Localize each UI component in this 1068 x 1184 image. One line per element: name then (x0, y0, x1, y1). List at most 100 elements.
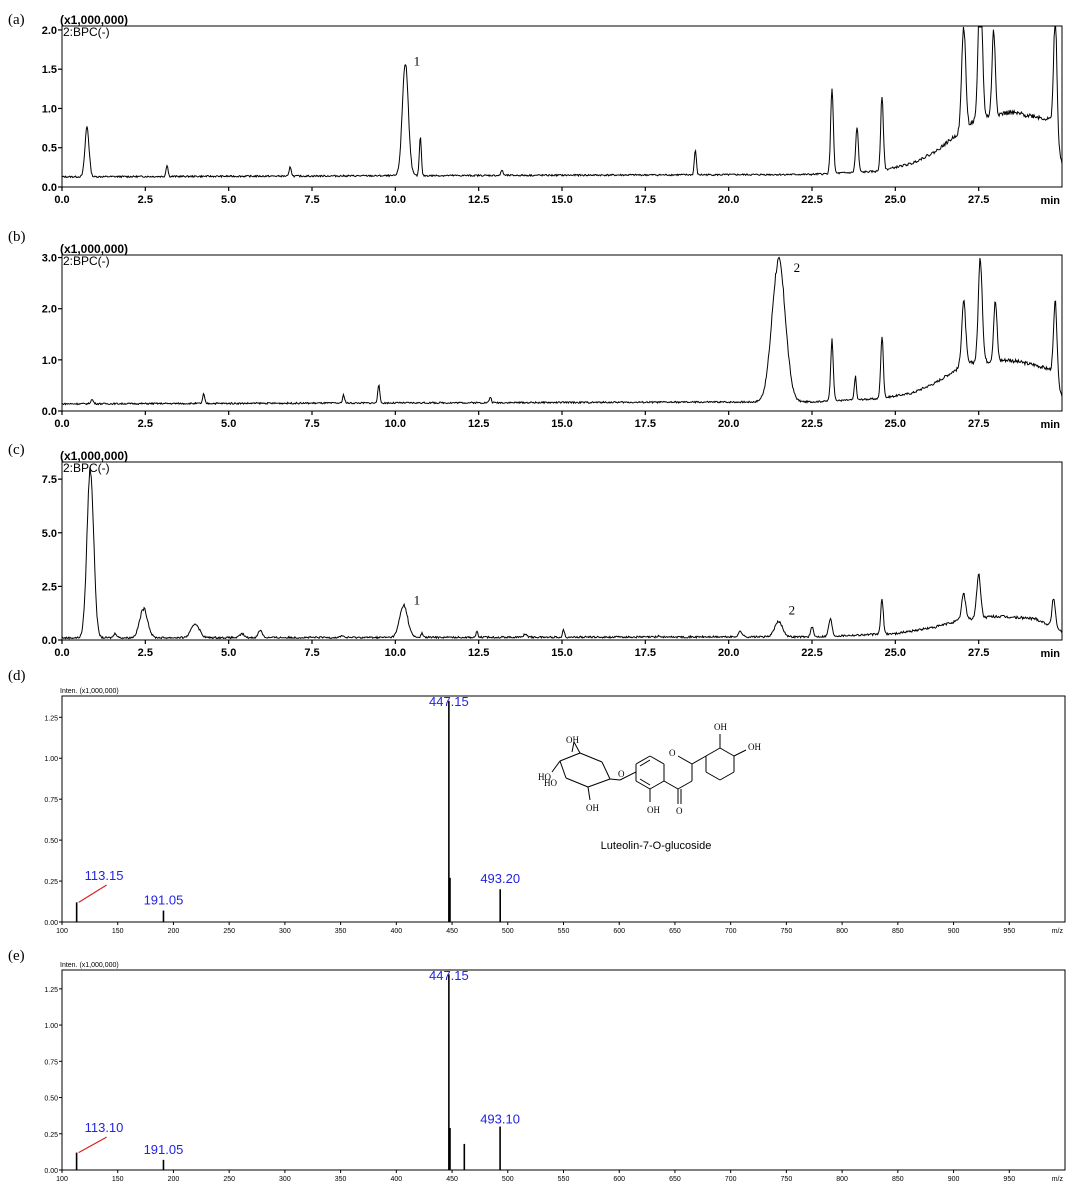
x-tick-label: 700 (725, 1176, 737, 1183)
peak-apex (1055, 327, 1056, 328)
y-tick-label: 2.0 (42, 25, 57, 37)
plot-frame (61, 695, 1066, 923)
bond-line (635, 780, 651, 790)
x-tick-label: 10.0 (385, 647, 406, 659)
x-tick-label: 300 (279, 928, 291, 935)
mz-peak-label: 447.15 (429, 694, 469, 709)
x-tick-label: 800 (836, 928, 848, 935)
panel-letter: (c) (8, 442, 25, 458)
y-tick-label: 1.5 (42, 64, 57, 76)
bpc-trace-line (61, 256, 1063, 406)
atom-label: OH (714, 722, 727, 732)
chromatogram-panel-a: (a) 0.0 0.5 1.0 1.5 2.0 0.0 2.5 5.0 7.5 10.0 12.5 1… (0, 0, 1068, 225)
x-tick-label: 850 (892, 928, 904, 935)
peak-apex (1055, 59, 1056, 60)
bpc-trace-line (61, 26, 1063, 179)
x-tick-label: 27.5 (968, 194, 989, 206)
x-tick-label: 20.0 (718, 194, 739, 206)
atom-label: O (618, 769, 625, 779)
plot-frame (61, 461, 1063, 641)
x-tick-label: 5.0 (221, 418, 236, 430)
x-tick-label: 5.0 (221, 647, 236, 659)
x-axis-unit: min (1040, 648, 1060, 660)
y-tick-label: 0.25 (44, 879, 58, 886)
bond-line (619, 771, 637, 781)
x-tick-label: 22.5 (801, 647, 822, 659)
peak-apex (963, 612, 964, 613)
bond-line (639, 778, 651, 786)
x-tick-label: 500 (502, 1176, 514, 1183)
bond-line (705, 771, 721, 781)
x-tick-label: 150 (112, 1176, 124, 1183)
y-tick-label: 0.00 (44, 1168, 58, 1175)
x-tick-label: 20.0 (718, 418, 739, 430)
x-tick-label: 750 (781, 928, 793, 935)
panel-letter: (d) (8, 668, 26, 684)
x-tick-label: 500 (502, 928, 514, 935)
bond-line (677, 755, 693, 765)
bond-line (601, 761, 611, 780)
peak-apex (978, 594, 979, 595)
x-tick-label: 0.0 (54, 418, 69, 430)
bond-line (565, 777, 589, 788)
bond-line (649, 780, 665, 790)
bond-line (719, 747, 735, 757)
y-scale-label: (x1,000,000) (60, 13, 128, 27)
x-tick-label: 22.5 (801, 194, 822, 206)
peak-apex (963, 339, 964, 340)
y-scale-label: Inten. (x1,000,000) (60, 688, 119, 695)
x-tick-label: 15.0 (551, 647, 572, 659)
x-tick-label: 17.5 (635, 418, 656, 430)
bond-line (587, 778, 611, 788)
y-tick-label: 2.0 (42, 304, 57, 316)
x-tick-label: 950 (1003, 928, 1015, 935)
x-tick-label: 12.5 (468, 647, 489, 659)
y-tick-label: 0.0 (42, 635, 57, 647)
plot-frame (61, 969, 1066, 1171)
y-tick-label: 0.5 (42, 143, 57, 155)
bond-line (649, 755, 665, 765)
y-tick-label: 1.0 (42, 355, 57, 367)
x-tick-label: 250 (223, 928, 235, 935)
x-tick-label: 17.5 (635, 194, 656, 206)
x-tick-label: 150 (112, 928, 124, 935)
peak-apex (778, 262, 779, 263)
peak-apex (980, 300, 981, 301)
x-tick-label: 950 (1003, 1176, 1015, 1183)
atom-label: OH (647, 805, 660, 815)
mass-spectrum-e-svg: 0.00 0.25 0.50 0.75 1.00 1.25 100 150 200 250 300 3… (44, 962, 1066, 1183)
x-tick-label: 2.5 (138, 418, 153, 430)
x-tick-label: 10.0 (385, 418, 406, 430)
x-tick-label: 350 (335, 1176, 347, 1183)
bond-line (559, 752, 581, 762)
x-tick-label: 550 (558, 928, 570, 935)
mass-spectrum-panel-d: (d) 0.00 0.25 0.50 0.75 1.00 1.25 100 150 200 250… (0, 668, 1068, 942)
peak-number-label: 1 (414, 593, 421, 608)
bond-line (663, 780, 679, 790)
x-tick-label: 12.5 (468, 194, 489, 206)
x-tick-label: 900 (948, 1176, 960, 1183)
mz-peak-label: 191.05 (144, 1142, 184, 1157)
x-tick-label: 17.5 (635, 647, 656, 659)
y-tick-label: 7.5 (42, 474, 57, 486)
y-tick-label: 5.0 (42, 528, 57, 540)
x-tick-label: 650 (669, 928, 681, 935)
mass-spectrum-d-svg: 0.00 0.25 0.50 0.75 1.00 1.25 100 150 200 250 300 3… (44, 688, 1066, 935)
x-tick-label: 100 (56, 928, 68, 935)
y-tick-label: 1.0 (42, 103, 57, 115)
x-axis-unit: min (1040, 419, 1060, 431)
y-tick-label: 1.25 (44, 987, 58, 994)
y-tick-label: 0.50 (44, 1096, 58, 1103)
bond-line (719, 771, 735, 781)
chromatogram-a-svg: 0.0 0.5 1.0 1.5 2.0 0.0 2.5 5.0 7.5 10.0 12.5 15.0 1… (42, 13, 1063, 207)
atom-label: O (669, 748, 676, 758)
x-tick-label: 400 (390, 928, 402, 935)
y-tick-label: 0.00 (44, 920, 58, 927)
mz-peak-label: 113.10 (85, 1120, 124, 1135)
chromatogram-panel-b: (b) 0.0 1.0 2.0 3.0 0.0 2.5 5.0 7.5 10.0 12.5 15.0… (0, 225, 1068, 442)
peak-apex (995, 344, 996, 345)
x-tick-label: 350 (335, 928, 347, 935)
y-scale-label: (x1,000,000) (60, 242, 128, 256)
mass-spectrum-panel-e: (e) 0.00 0.25 0.50 0.75 1.00 1.25 100 150 200 250… (0, 942, 1068, 1184)
